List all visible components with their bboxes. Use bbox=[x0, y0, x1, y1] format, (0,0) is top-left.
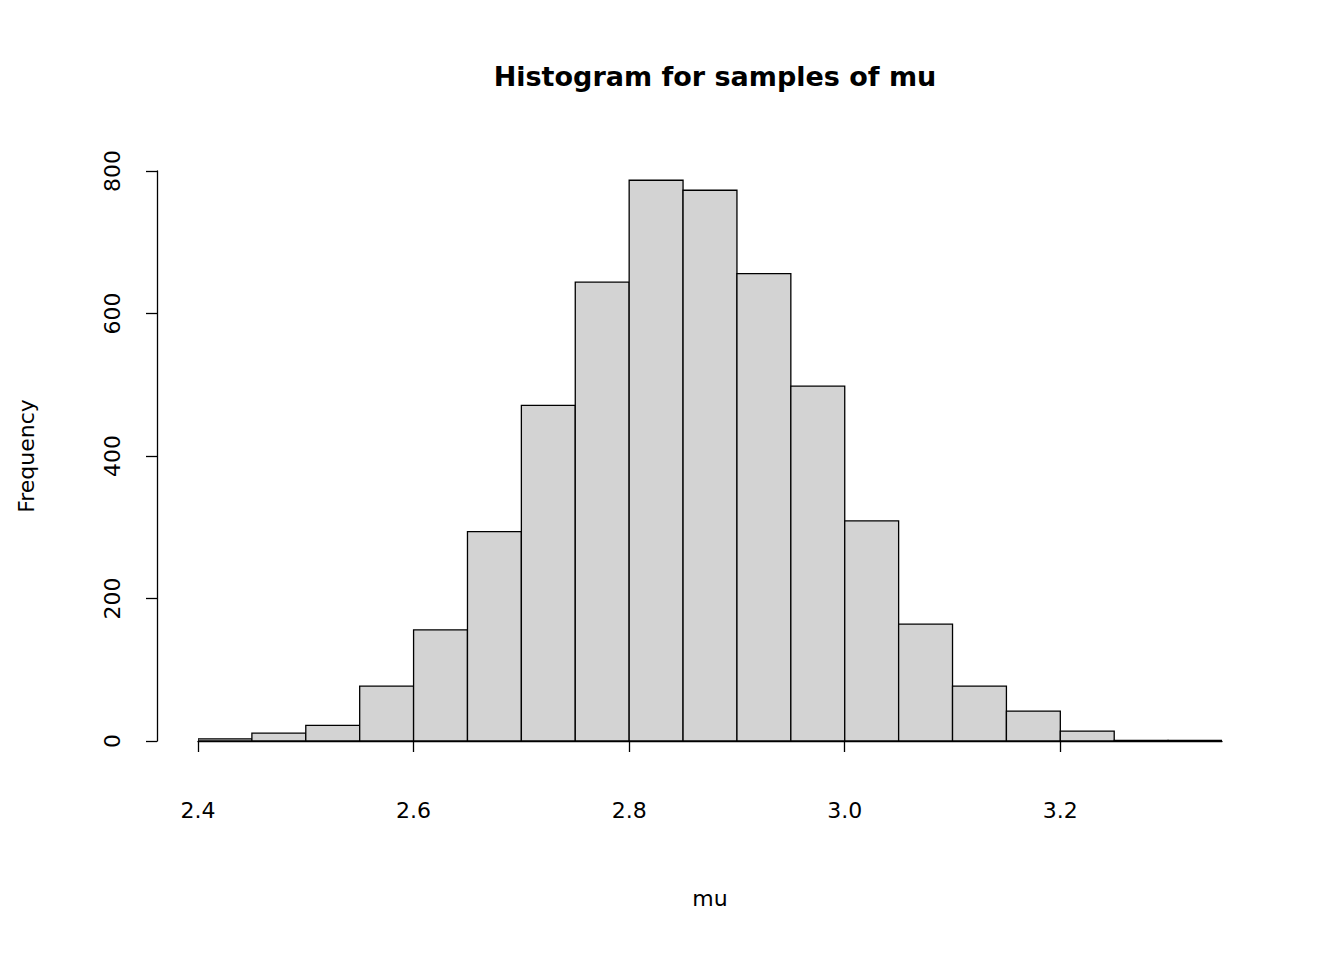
svg-text:3.2: 3.2 bbox=[1043, 798, 1078, 823]
svg-text:2.6: 2.6 bbox=[396, 798, 431, 823]
svg-text:2.4: 2.4 bbox=[181, 798, 216, 823]
svg-text:Frequency: Frequency bbox=[14, 399, 39, 513]
svg-text:mu: mu bbox=[692, 886, 727, 911]
svg-text:3.0: 3.0 bbox=[827, 798, 862, 823]
svg-text:0: 0 bbox=[100, 734, 125, 748]
svg-text:2.8: 2.8 bbox=[612, 798, 647, 823]
svg-text:400: 400 bbox=[100, 435, 125, 477]
svg-text:800: 800 bbox=[100, 150, 125, 192]
svg-text:Histogram for samples of mu: Histogram for samples of mu bbox=[494, 61, 937, 92]
svg-text:200: 200 bbox=[100, 578, 125, 620]
svg-text:600: 600 bbox=[100, 293, 125, 335]
